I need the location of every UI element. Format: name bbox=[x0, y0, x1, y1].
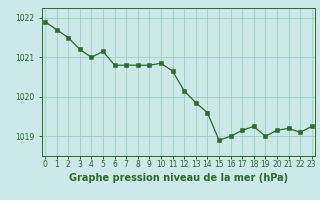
X-axis label: Graphe pression niveau de la mer (hPa): Graphe pression niveau de la mer (hPa) bbox=[69, 173, 288, 183]
